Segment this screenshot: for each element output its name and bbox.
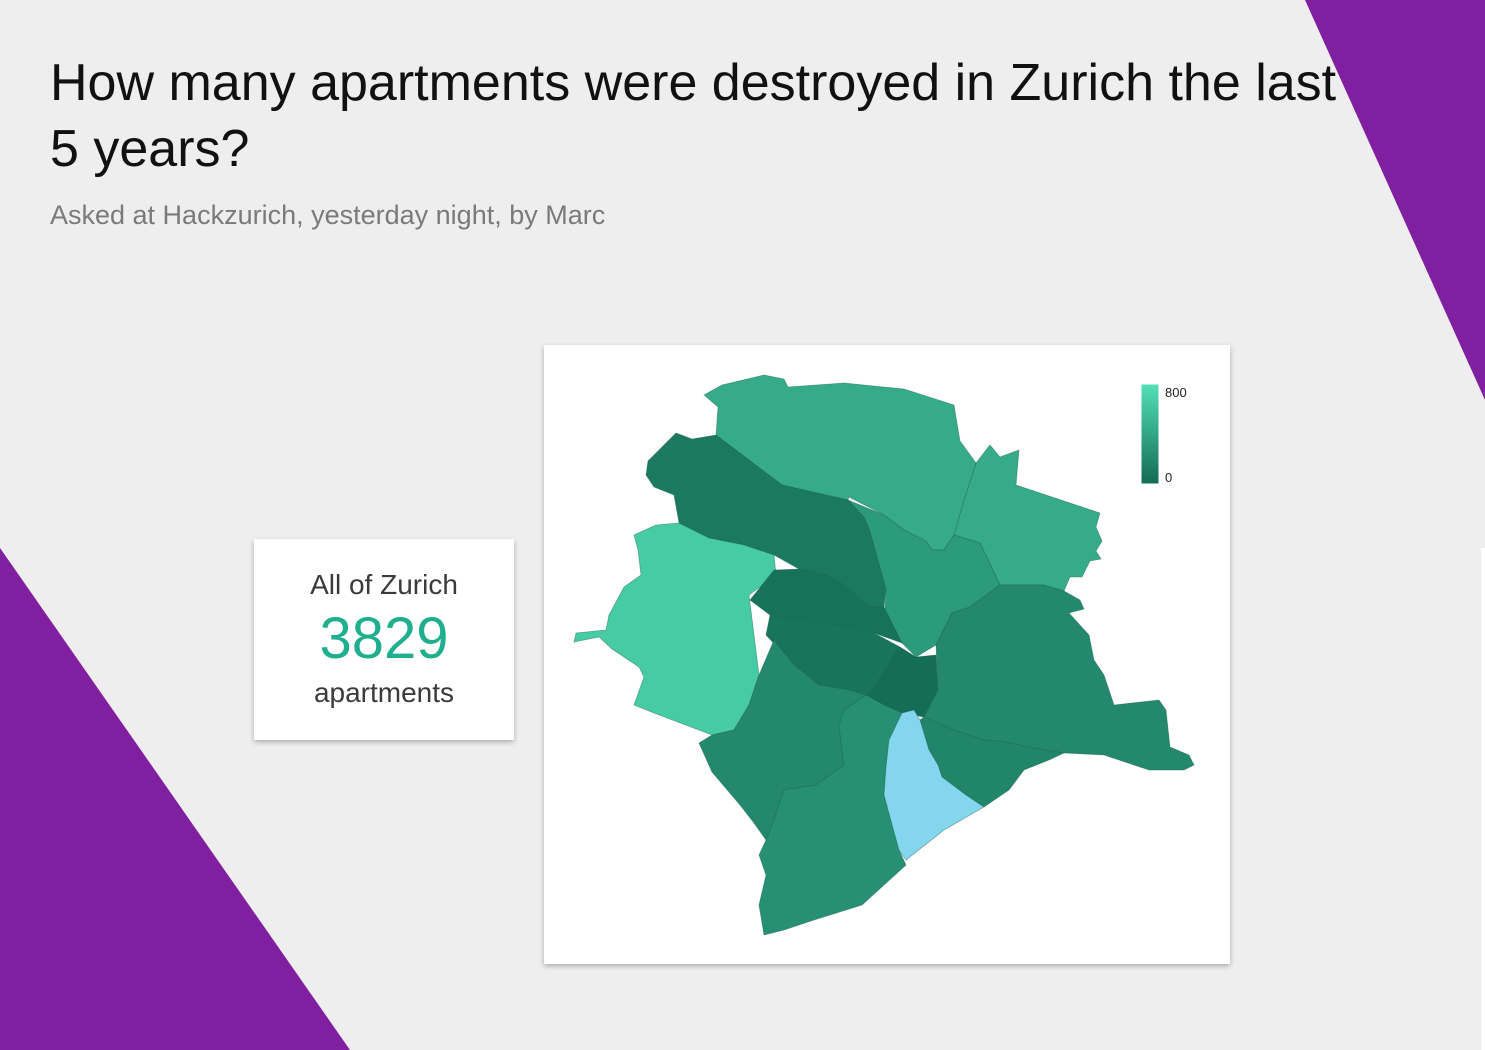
summary-unit: apartments bbox=[313, 677, 455, 708]
summary-label: All of Zurich bbox=[310, 569, 458, 600]
district-7-hottingen[interactable] bbox=[923, 584, 1195, 771]
page-title: How many apartments were destroyed in Zu… bbox=[50, 54, 1337, 178]
top-right-purple-shape bbox=[1305, 0, 1485, 400]
right-edge-white-strip bbox=[1481, 548, 1485, 1050]
zurich-choropleth-map: 800 0 bbox=[573, 374, 1195, 936]
page-subtitle: Asked at Hackzurich, yesterday night, by… bbox=[50, 200, 606, 230]
district-layer bbox=[573, 374, 1195, 936]
district-9-altstetten[interactable] bbox=[573, 522, 777, 736]
map-card: 800 0 bbox=[544, 345, 1230, 964]
legend-min-label: 0 bbox=[1165, 470, 1172, 485]
summary-value: 3829 bbox=[319, 606, 449, 671]
legend-color-bar bbox=[1140, 383, 1160, 485]
summary-card: All of Zurich 3829 apartments bbox=[254, 539, 514, 740]
district-2-enge[interactable] bbox=[758, 694, 907, 936]
lake-zurich bbox=[883, 709, 985, 861]
bottom-left-purple-shape bbox=[0, 548, 350, 1050]
color-legend: 800 0 bbox=[1140, 383, 1187, 485]
legend-max-label: 800 bbox=[1165, 385, 1187, 400]
